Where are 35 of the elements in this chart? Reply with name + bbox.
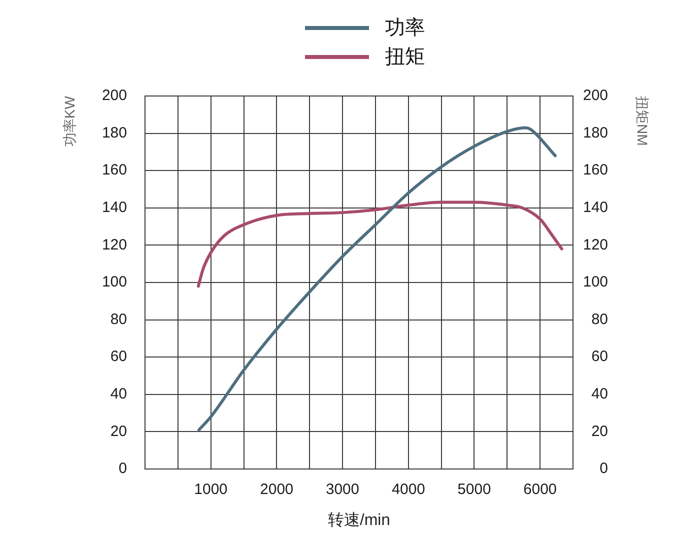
x-tick-label: 2000 bbox=[260, 481, 294, 498]
legend-label: 功率 bbox=[385, 14, 425, 41]
y-tick-label: 0 bbox=[118, 460, 127, 478]
y2-tick-label: 60 bbox=[591, 348, 608, 366]
y2-tick-label: 0 bbox=[600, 460, 608, 478]
x-tick-label: 1000 bbox=[194, 481, 228, 498]
y-tick-label: 180 bbox=[102, 124, 127, 142]
y-tick-label: 100 bbox=[102, 274, 127, 291]
line-series bbox=[197, 126, 557, 432]
y-tick-label: 40 bbox=[110, 386, 127, 403]
y-tick-label: 160 bbox=[102, 162, 127, 179]
y2-tick-label: 180 bbox=[582, 124, 608, 142]
y-tick-label: 80 bbox=[110, 310, 127, 328]
x-axis-title: 转速/min bbox=[328, 510, 390, 529]
y-tick-label: 140 bbox=[102, 199, 127, 216]
y2-axis-title: 扭矩NM bbox=[634, 96, 651, 146]
y2-tick-label: 140 bbox=[582, 199, 608, 216]
y2-tick-label: 200 bbox=[582, 87, 608, 104]
line-series bbox=[196, 200, 564, 288]
y2-tick-label: 80 bbox=[591, 310, 608, 328]
legend-label: 扭矩 bbox=[385, 43, 425, 70]
y-tick-label: 200 bbox=[102, 87, 127, 104]
x-tick-label: 5000 bbox=[458, 481, 491, 498]
y-axis-title: 功率KW bbox=[61, 95, 78, 147]
x-tick-label: 6000 bbox=[523, 481, 557, 498]
y-tick-label: 60 bbox=[110, 348, 127, 366]
y2-tick-label: 100 bbox=[582, 274, 608, 291]
y2-tick-label: 20 bbox=[591, 422, 608, 440]
y2-tick-label: 160 bbox=[582, 162, 608, 179]
y-tick-label: 120 bbox=[102, 236, 127, 254]
y2-tick-label: 120 bbox=[582, 236, 608, 254]
x-tick-label: 3000 bbox=[326, 481, 360, 498]
y-tick-label: 20 bbox=[110, 422, 127, 440]
x-tick-label: 4000 bbox=[392, 481, 426, 498]
y2-tick-label: 40 bbox=[591, 386, 608, 403]
